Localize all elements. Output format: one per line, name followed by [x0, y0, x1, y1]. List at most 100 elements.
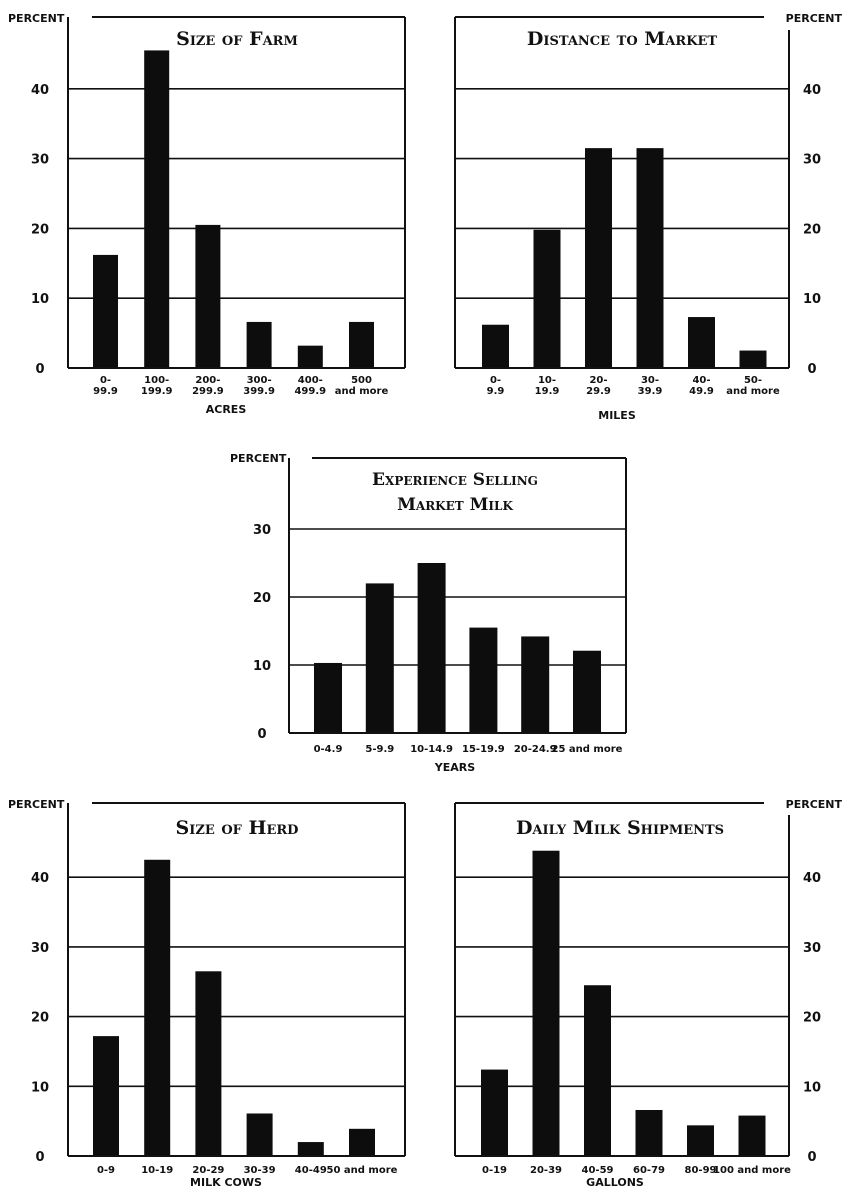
- experience-y-tick-labels: 0 10 20 30: [253, 523, 271, 742]
- shipments-x-tick-label: 80-99: [685, 1165, 717, 1176]
- farm-y-tick-label: 0: [35, 362, 44, 377]
- daily-milk-shipments-y-tick-labels: 0 10 20 30 40: [803, 871, 821, 1165]
- market-bar: [739, 350, 767, 368]
- market-y-tick-label: 30: [803, 153, 821, 168]
- market-x-tick-label: 40-49.9: [689, 375, 714, 397]
- size-of-herd-y-tick-labels: 0 10 20 30 40: [31, 871, 49, 1165]
- farm-y-tick-label: 20: [31, 222, 49, 237]
- farm-bar: [93, 254, 118, 368]
- size-of-farm-bars: [93, 50, 374, 368]
- distance-to-market-x-tick-labels: 0-9.9 10-19.9 20-29.9 30-39.9 40-49.9 50-and …: [487, 375, 780, 397]
- herd-x-tick-label: 10-19: [141, 1165, 173, 1176]
- shipments-bar: [635, 1109, 663, 1156]
- experience-gridlines: [289, 528, 626, 666]
- herd-bar: [297, 1142, 324, 1156]
- shipments-x-tick-label: 40-59: [582, 1165, 614, 1176]
- shipments-bar: [738, 1115, 766, 1156]
- farm-bar: [349, 321, 374, 368]
- experience-x-tick-label: 15-19.9: [462, 744, 505, 755]
- panel-size-of-herd: PERCENT 0 10 20 30 40 Size of Herd 0-9 10-19 2…: [8, 798, 406, 1189]
- herd-bar: [349, 1128, 375, 1156]
- size-of-herd-ylabel: PERCENT: [8, 798, 65, 811]
- herd-y-tick-label: 30: [31, 941, 49, 956]
- experience-x-tick-label: 20-24.9: [514, 744, 557, 755]
- farm-x-tick-label: 200-299.9: [192, 375, 224, 397]
- market-y-tick-label: 40: [803, 83, 821, 98]
- size-of-herd-x-tick-labels: 0-9 10-19 20-29 30-39 40-49 50 and more: [97, 1165, 398, 1176]
- size-of-herd-xlabel: MILK COWS: [190, 1176, 262, 1189]
- shipments-y-tick-label: 30: [803, 941, 821, 956]
- experience-bar: [469, 627, 498, 733]
- farm-x-tick-label: 100-199.9: [141, 375, 173, 397]
- shipments-bar: [584, 985, 611, 1156]
- farm-y-tick-label: 10: [31, 292, 49, 307]
- market-x-tick-label: 20-29.9: [586, 375, 611, 397]
- market-bar: [636, 148, 664, 368]
- experience-bar: [314, 662, 342, 733]
- farm-x-tick-label: 0-99.9: [93, 375, 118, 397]
- shipments-y-tick-label: 0: [807, 1150, 816, 1165]
- market-x-tick-label: 0-9.9: [487, 375, 505, 397]
- size-of-herd-bars: [93, 859, 375, 1156]
- experience-x-tick-labels: 0-4.9 5-9.9 10-14.9 15-19.9 20-24.925 and mo…: [314, 744, 623, 755]
- size-of-farm-title: Size of Farm: [176, 28, 298, 50]
- distance-to-market-bars: [482, 148, 767, 368]
- herd-x-tick-label: 20-29: [192, 1165, 224, 1176]
- daily-milk-shipments-bars: [481, 850, 766, 1156]
- size-of-farm-y-tick-labels: 0 10 20 30 40: [31, 83, 49, 377]
- herd-y-tick-label: 10: [31, 1080, 49, 1095]
- size-of-farm-xlabel: ACRES: [206, 403, 247, 416]
- experience-x-tick-label: 25 and more: [552, 744, 623, 755]
- experience-title-line-2: Market Milk: [397, 495, 513, 515]
- daily-milk-shipments-gridlines: [455, 876, 789, 1088]
- shipments-bar: [532, 850, 560, 1156]
- market-bar: [482, 324, 509, 368]
- shipments-bar: [481, 1069, 508, 1156]
- distance-to-market-ylabel: PERCENT: [786, 12, 843, 25]
- panel-distance-to-market: PERCENT 0 10 20 30 40 Distance to Market 0-9…: [454, 12, 843, 422]
- herd-x-tick-label: 30-39: [244, 1165, 276, 1176]
- daily-milk-shipments-ylabel: PERCENT: [786, 798, 843, 811]
- shipments-y-tick-label: 40: [803, 871, 821, 886]
- farm-bar: [195, 224, 221, 368]
- herd-bar: [144, 859, 171, 1156]
- herd-y-tick-label: 0: [35, 1150, 44, 1165]
- distance-to-market-gridlines: [455, 88, 789, 300]
- farm-x-tick-label: 400-499.9: [294, 375, 326, 397]
- herd-x-tick-label: 40-49: [295, 1165, 327, 1176]
- experience-x-tick-label: 5-9.9: [365, 744, 394, 755]
- farm-y-tick-label: 30: [31, 153, 49, 168]
- farm-x-tick-label: 500 and more: [335, 375, 389, 397]
- experience-x-tick-label: 10-14.9: [410, 744, 453, 755]
- experience-y-tick-label: 20: [253, 591, 271, 606]
- shipments-x-tick-label: 0-19: [482, 1165, 507, 1176]
- experience-ylabel: PERCENT: [230, 452, 287, 465]
- shipments-bar: [687, 1125, 714, 1156]
- experience-bar: [365, 583, 394, 733]
- herd-y-tick-label: 40: [31, 871, 49, 886]
- daily-milk-shipments-xlabel: GALLONS: [586, 1176, 644, 1189]
- panel-size-of-farm: PERCENT 0 10 20 30 40 Size of Farm 0-99.9 100…: [8, 12, 406, 416]
- size-of-farm-x-tick-labels: 0-99.9 100-199.9 200-299.9 300-399.9 400-499…: [93, 375, 388, 397]
- experience-y-tick-label: 30: [253, 523, 271, 538]
- panel-daily-milk-shipments: PERCENT 0 10 20 30 40 Daily Milk Shipments 0…: [454, 798, 843, 1189]
- size-of-herd-title: Size of Herd: [176, 817, 299, 839]
- herd-bar: [246, 1113, 273, 1156]
- farm-bar: [297, 345, 323, 368]
- market-bar: [585, 148, 612, 368]
- daily-milk-shipments-title: Daily Milk Shipments: [516, 817, 724, 839]
- distance-to-market-y-tick-labels: 0 10 20 30 40: [803, 83, 821, 377]
- shipments-y-tick-label: 10: [803, 1080, 821, 1095]
- experience-title-line-1: Experience Selling: [372, 470, 538, 490]
- size-of-farm-ylabel: PERCENT: [8, 12, 65, 25]
- experience-xlabel: YEARS: [434, 761, 475, 774]
- shipments-x-tick-label: 20-39: [530, 1165, 562, 1176]
- size-of-herd-gridlines: [68, 876, 405, 1088]
- farm-y-tick-label: 40: [31, 83, 49, 98]
- market-x-tick-label: 30-39.9: [638, 375, 663, 397]
- experience-bar: [417, 563, 446, 733]
- market-y-tick-label: 0: [807, 362, 816, 377]
- market-bar: [688, 317, 715, 368]
- panel-experience-selling-market-milk: PERCENT 0 10 20 30 Experience Selling Marke…: [230, 452, 627, 774]
